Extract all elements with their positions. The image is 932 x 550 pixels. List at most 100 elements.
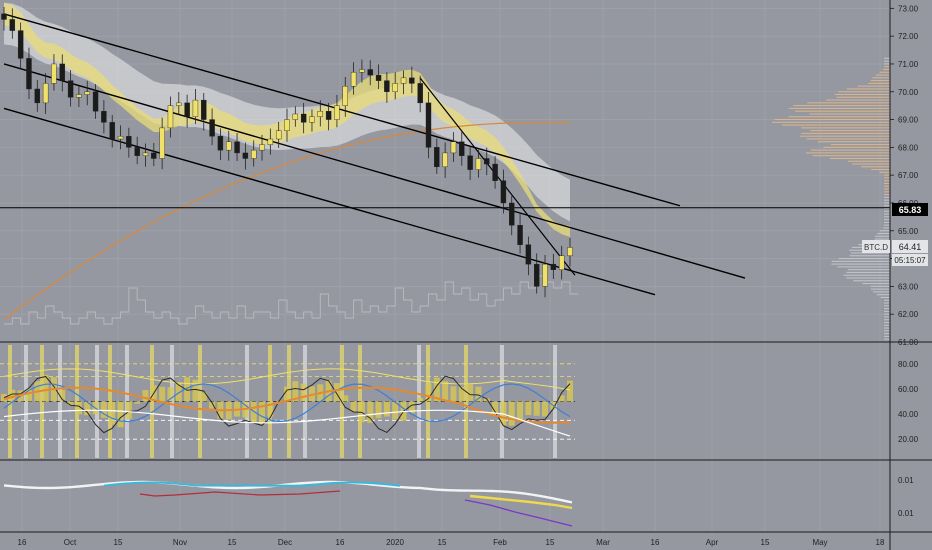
- profile-bar: [793, 105, 890, 107]
- candle-body: [350, 72, 357, 87]
- osc-hist-bar: [259, 401, 266, 425]
- osc-hist-bar: [333, 382, 340, 402]
- profile-bar: [884, 319, 890, 321]
- candle-body: [525, 244, 532, 265]
- profile-bar: [870, 285, 890, 287]
- candle-body: [317, 111, 323, 117]
- macd-red-line: [139, 490, 341, 497]
- macd-yellow-line: [469, 494, 573, 510]
- oscillator-axis[interactable]: 80.00 60.00 40.00 20.00: [898, 360, 919, 444]
- candles: [1, 6, 573, 298]
- osc-tick-label-2: 40.00: [898, 410, 919, 419]
- candle-body: [409, 77, 415, 84]
- candle-body: [151, 152, 157, 159]
- candle-body: [109, 122, 115, 140]
- price-tick-label-2: 71.00: [898, 60, 919, 69]
- profile-bar: [884, 221, 890, 223]
- profile-bar: [805, 152, 890, 154]
- candle-body: [417, 83, 423, 104]
- candle-body: [201, 99, 207, 120]
- candle-body: [17, 30, 24, 59]
- profile-bar: [884, 182, 890, 185]
- time-axis[interactable]: 16 Oct 15 Nov 15 Dec 16 2020 15 Feb 15 Mar 16 Apr 15 Ma…: [18, 538, 885, 547]
- profile-bar: [817, 141, 890, 143]
- last-price-value: 64.41: [899, 242, 922, 252]
- profile-bar: [884, 316, 890, 318]
- osc-hist-bar: [533, 401, 540, 416]
- profile-bar: [870, 80, 890, 82]
- profile-bar: [846, 271, 890, 273]
- macd-axis[interactable]: 0.01 0.01: [898, 476, 914, 518]
- candle-body: [342, 85, 348, 106]
- osc-hist-bar: [100, 401, 107, 418]
- time-tick-label-11: Mar: [596, 538, 610, 547]
- candle-body: [234, 141, 240, 154]
- osc-hist-bar: [425, 383, 432, 402]
- candle-body: [284, 119, 290, 131]
- macd-cyan-line: [103, 481, 401, 487]
- profile-bar: [834, 93, 890, 96]
- osc-tick-label-0: 80.00: [898, 360, 919, 369]
- osc-hist-bar: [475, 386, 482, 402]
- profile-bar: [884, 321, 890, 324]
- candle-body: [425, 102, 432, 148]
- time-tick-label-0: 16: [18, 538, 27, 547]
- profile-bar: [860, 166, 890, 168]
- profile-bar: [852, 163, 890, 165]
- time-tick-label-5: Dec: [278, 538, 292, 547]
- osc-hist-bar: [59, 389, 66, 402]
- profile-bar: [884, 180, 890, 182]
- candle-body: [67, 80, 74, 98]
- profile-bar: [823, 146, 890, 148]
- profile-bar: [782, 124, 890, 126]
- profile-bar: [884, 207, 890, 210]
- osc-hist-bar: [300, 383, 307, 402]
- candle-body: [334, 105, 340, 120]
- macd-tick-label-1: 0.01: [898, 509, 914, 518]
- osc-hist-bar: [9, 389, 16, 402]
- osc-hist-bar: [84, 401, 91, 416]
- profile-bar: [883, 68, 890, 71]
- profile-bar: [795, 110, 890, 112]
- candle-body: [184, 102, 190, 117]
- profile-bar: [843, 274, 890, 276]
- profile-bar: [800, 135, 890, 137]
- profile-bar: [884, 308, 890, 310]
- channel-middle: [3, 63, 746, 279]
- volume-step-line: [4, 275, 579, 325]
- osc-hist-bar: [508, 401, 515, 426]
- profile-bar: [831, 260, 890, 262]
- osc-hist-bar: [75, 401, 82, 415]
- candle-body: [92, 91, 99, 112]
- profile-bar: [836, 96, 890, 98]
- candle-body: [509, 202, 515, 226]
- profile-bar: [838, 91, 890, 93]
- candle-body: [51, 63, 57, 84]
- candle-body: [26, 58, 32, 90]
- osc-black-line: [3, 375, 571, 434]
- profile-bar: [862, 283, 890, 285]
- candle-body: [76, 94, 82, 98]
- time-tick-label-12: 16: [651, 538, 660, 547]
- osc-hist-bar: [184, 377, 191, 402]
- osc-hist-bar: [417, 397, 424, 402]
- candle-body: [484, 158, 490, 165]
- candle-body: [242, 152, 249, 159]
- osc-hist-bar: [117, 401, 124, 428]
- marked-level-label: 65.83: [892, 203, 928, 216]
- profile-bar: [809, 113, 890, 115]
- macd-purple-line: [464, 499, 573, 527]
- profile-bar: [884, 194, 890, 196]
- profile-bar: [801, 132, 890, 134]
- candle-body: [450, 141, 457, 154]
- profile-bar: [810, 149, 890, 151]
- osc-hist-bar: [292, 381, 299, 402]
- macd-panel: [3, 480, 573, 527]
- profile-bar: [884, 185, 890, 187]
- candle-body: [359, 69, 365, 73]
- candle-body: [34, 88, 40, 104]
- candle-body: [251, 149, 257, 159]
- macd-white-line: [3, 480, 573, 504]
- candle-body: [117, 136, 124, 140]
